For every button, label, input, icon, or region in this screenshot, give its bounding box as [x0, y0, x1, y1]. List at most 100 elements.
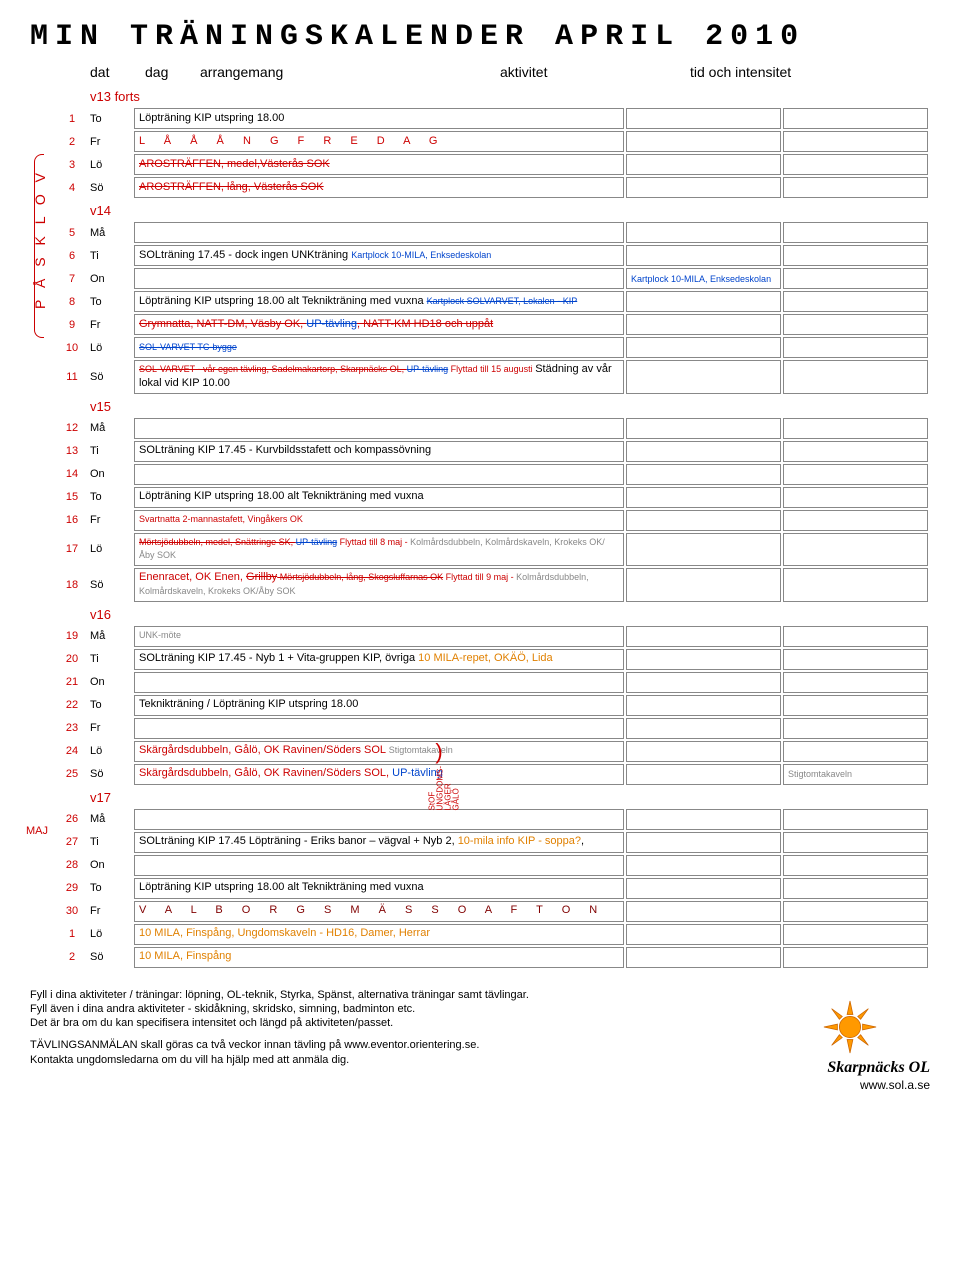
time-cell[interactable]: [783, 626, 928, 647]
activity-cell[interactable]: [626, 695, 781, 716]
time-cell[interactable]: [783, 108, 928, 129]
activity-cell[interactable]: [626, 464, 781, 485]
arrangement-cell[interactable]: SOLträning KIP 17.45 Löpträning - Eriks …: [134, 832, 624, 853]
arrangement-cell[interactable]: [134, 672, 624, 693]
activity-cell[interactable]: [626, 337, 781, 358]
arrangement-cell[interactable]: SOLträning KIP 17.45 - Nyb 1 + Vita-grup…: [134, 649, 624, 670]
time-cell[interactable]: [783, 695, 928, 716]
time-cell[interactable]: [783, 291, 928, 312]
activity-cell[interactable]: [626, 809, 781, 830]
arrangement-cell[interactable]: AROSTRÄFFEN, medel,Västerås SOK: [134, 154, 624, 175]
activity-cell[interactable]: [626, 741, 781, 762]
time-cell[interactable]: [783, 441, 928, 462]
arrangement-cell[interactable]: 10 MILA, Finspång: [134, 947, 624, 968]
arrangement-cell[interactable]: Mörtsjödubbeln, medel, Snättringe SK, UP…: [134, 533, 624, 567]
time-cell[interactable]: [783, 418, 928, 439]
activity-cell[interactable]: [626, 764, 781, 785]
activity-cell[interactable]: [626, 947, 781, 968]
arrangement-cell[interactable]: Skärgårdsdubbeln, Gålö, OK Ravinen/Söder…: [134, 764, 624, 785]
date-num: 13: [56, 441, 88, 462]
arrangement-cell[interactable]: SOLträning KIP 17.45 - Kurvbildsstafett …: [134, 441, 624, 462]
activity-cell[interactable]: [626, 510, 781, 531]
arrangement-cell[interactable]: Teknikträning / Löpträning KIP utspring …: [134, 695, 624, 716]
activity-cell[interactable]: [626, 901, 781, 922]
time-cell[interactable]: [783, 947, 928, 968]
weekday: Sö: [90, 177, 132, 198]
arrangement-cell[interactable]: [134, 418, 624, 439]
arrangement-cell[interactable]: Löpträning KIP utspring 18.00 alt Teknik…: [134, 878, 624, 899]
activity-cell[interactable]: [626, 626, 781, 647]
time-cell[interactable]: [783, 924, 928, 945]
activity-cell[interactable]: [626, 568, 781, 602]
arrangement-cell[interactable]: Löpträning KIP utspring 18.00 alt Teknik…: [134, 487, 624, 508]
arrangement-cell[interactable]: Grymnatta, NATT-DM, Väsby OK, UP-tävling…: [134, 314, 624, 335]
time-cell[interactable]: [783, 649, 928, 670]
arrangement-cell[interactable]: Skärgårdsdubbeln, Gålö, OK Ravinen/Söder…: [134, 741, 624, 762]
activity-cell[interactable]: Kartplock 10-MILA, Enksedeskolan: [626, 268, 781, 289]
activity-cell[interactable]: [626, 649, 781, 670]
activity-cell[interactable]: [626, 855, 781, 876]
arrangement-cell[interactable]: Enenracet, OK Enen, Grillby Mörtsjödubbe…: [134, 568, 624, 602]
arrangement-cell[interactable]: L Å Å Å N G F R E D A G: [134, 131, 624, 152]
time-cell[interactable]: [783, 245, 928, 266]
arrangement-cell[interactable]: AROSTRÄFFEN, lång, Västerås SOK: [134, 177, 624, 198]
activity-cell[interactable]: [626, 487, 781, 508]
activity-cell[interactable]: [626, 832, 781, 853]
arrangement-cell[interactable]: [134, 268, 624, 289]
activity-cell[interactable]: [626, 177, 781, 198]
time-cell[interactable]: [783, 672, 928, 693]
arrangement-cell[interactable]: [134, 718, 624, 739]
time-cell[interactable]: [783, 268, 928, 289]
arrangement-cell[interactable]: SOL-VARVET - vår egen tävling, Sadelmaka…: [134, 360, 624, 394]
activity-cell[interactable]: [626, 108, 781, 129]
date-num: 23: [56, 718, 88, 739]
time-cell[interactable]: [783, 131, 928, 152]
activity-cell[interactable]: [626, 222, 781, 243]
time-cell[interactable]: [783, 718, 928, 739]
activity-cell[interactable]: [626, 418, 781, 439]
time-cell[interactable]: [783, 741, 928, 762]
arrangement-cell[interactable]: Löpträning KIP utspring 18.00 alt Teknik…: [134, 291, 624, 312]
time-cell[interactable]: [783, 154, 928, 175]
arrangement-cell[interactable]: 10 MILA, Finspång, Ungdomskaveln - HD16,…: [134, 924, 624, 945]
arrangement-cell[interactable]: Svartnatta 2-mannastafett, Vingåkers OK: [134, 510, 624, 531]
time-cell[interactable]: [783, 878, 928, 899]
time-cell[interactable]: [783, 809, 928, 830]
activity-cell[interactable]: [626, 924, 781, 945]
calendar-row: 17LöMörtsjödubbeln, medel, Snättringe SK…: [56, 533, 928, 567]
time-cell[interactable]: [783, 337, 928, 358]
time-cell[interactable]: [783, 901, 928, 922]
arrangement-cell[interactable]: Löpträning KIP utspring 18.00: [134, 108, 624, 129]
time-cell[interactable]: [783, 832, 928, 853]
time-cell[interactable]: [783, 177, 928, 198]
time-cell[interactable]: [783, 568, 928, 602]
activity-cell[interactable]: [626, 131, 781, 152]
arrangement-cell[interactable]: SOL-VARVET TC-bygge: [134, 337, 624, 358]
arrangement-cell[interactable]: [134, 464, 624, 485]
activity-cell[interactable]: [626, 314, 781, 335]
activity-cell[interactable]: [626, 154, 781, 175]
time-cell[interactable]: [783, 533, 928, 567]
arrangement-cell[interactable]: [134, 855, 624, 876]
time-cell[interactable]: [783, 855, 928, 876]
time-cell[interactable]: [783, 464, 928, 485]
time-cell[interactable]: Stigtomtakaveln: [783, 764, 928, 785]
time-cell[interactable]: [783, 510, 928, 531]
arrangement-cell[interactable]: [134, 809, 624, 830]
activity-cell[interactable]: [626, 360, 781, 394]
arrangement-cell[interactable]: V A L B O R G S M Ä S S O A F T O N: [134, 901, 624, 922]
time-cell[interactable]: [783, 314, 928, 335]
arrangement-cell[interactable]: UNK-möte: [134, 626, 624, 647]
activity-cell[interactable]: [626, 245, 781, 266]
activity-cell[interactable]: [626, 291, 781, 312]
arrangement-cell[interactable]: [134, 222, 624, 243]
time-cell[interactable]: [783, 487, 928, 508]
activity-cell[interactable]: [626, 533, 781, 567]
activity-cell[interactable]: [626, 878, 781, 899]
arrangement-cell[interactable]: SOLträning 17.45 - dock ingen UNKträning…: [134, 245, 624, 266]
time-cell[interactable]: [783, 222, 928, 243]
activity-cell[interactable]: [626, 718, 781, 739]
activity-cell[interactable]: [626, 672, 781, 693]
activity-cell[interactable]: [626, 441, 781, 462]
time-cell[interactable]: [783, 360, 928, 394]
